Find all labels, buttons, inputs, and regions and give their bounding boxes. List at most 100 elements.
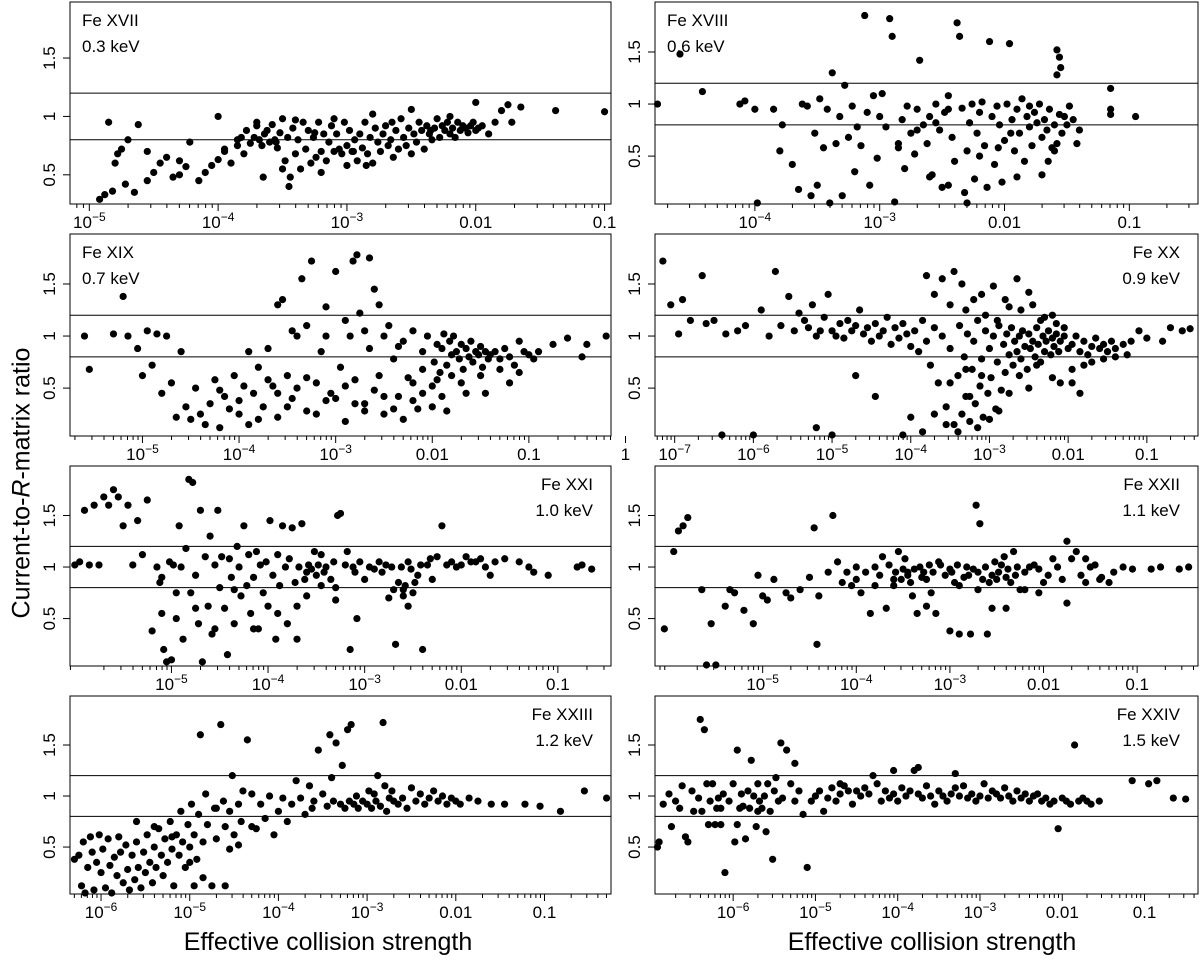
data-point bbox=[840, 334, 848, 342]
data-point bbox=[1058, 575, 1066, 584]
data-point bbox=[476, 555, 485, 563]
data-point bbox=[1029, 301, 1037, 309]
data-point bbox=[248, 790, 256, 798]
data-point bbox=[156, 159, 164, 167]
data-point bbox=[428, 575, 436, 584]
data-point bbox=[478, 122, 486, 130]
ion-label: Fe XXIV bbox=[1117, 705, 1181, 724]
data-point bbox=[476, 372, 485, 380]
data-point bbox=[381, 782, 389, 790]
data-point bbox=[1029, 337, 1037, 345]
data-point bbox=[369, 110, 377, 118]
data-point bbox=[995, 407, 1003, 415]
data-point bbox=[347, 720, 355, 729]
data-point bbox=[394, 342, 403, 351]
data-point bbox=[403, 804, 411, 812]
y-tick-label: 1.5 bbox=[40, 46, 59, 70]
data-point bbox=[93, 858, 101, 866]
data-point bbox=[760, 792, 769, 800]
data-point bbox=[170, 882, 178, 890]
x-tick-label: 0.01 bbox=[988, 213, 1021, 232]
panel-frame bbox=[69, 465, 612, 667]
data-point bbox=[1111, 353, 1119, 361]
panel-fe-xxi: 0.5 1 1.5 10−5 10−4 10−3 0.01 0.1 Fe XXI 1.0 keV bbox=[40, 465, 612, 694]
data-point bbox=[332, 267, 340, 276]
data-point bbox=[401, 581, 409, 590]
data-point bbox=[294, 136, 302, 144]
data-point bbox=[419, 348, 427, 356]
data-point bbox=[907, 129, 915, 137]
data-point bbox=[295, 563, 303, 571]
data-point bbox=[737, 790, 745, 798]
data-point bbox=[193, 855, 201, 863]
data-point bbox=[729, 780, 737, 788]
data-point bbox=[322, 332, 330, 340]
data-point bbox=[217, 720, 225, 729]
data-point bbox=[1099, 340, 1108, 348]
data-point bbox=[782, 589, 790, 597]
data-point bbox=[918, 794, 926, 802]
data-point bbox=[1039, 578, 1048, 587]
data-point bbox=[927, 792, 935, 800]
data-point bbox=[433, 376, 441, 384]
data-point bbox=[974, 568, 982, 576]
data-point bbox=[876, 571, 884, 579]
data-point bbox=[583, 340, 591, 348]
data-point bbox=[1033, 324, 1041, 332]
data-point bbox=[1023, 365, 1031, 373]
data-point bbox=[914, 763, 922, 772]
energy-label: 0.9 keV bbox=[1122, 269, 1180, 288]
ion-label: Fe XVIII bbox=[667, 11, 728, 30]
panel-fe-xxiii: 0.5 1 1.5 10−6 10−5 10−4 10−3 0.01 0.1 Fe XXIII 1.… bbox=[40, 695, 612, 922]
data-point bbox=[977, 355, 986, 363]
data-point bbox=[486, 571, 494, 579]
data-point bbox=[268, 121, 276, 129]
data-point bbox=[851, 168, 859, 176]
data-point bbox=[891, 198, 899, 206]
data-point bbox=[467, 337, 475, 345]
data-point bbox=[90, 501, 98, 509]
data-point bbox=[211, 561, 219, 569]
data-point bbox=[304, 126, 312, 135]
data-point bbox=[994, 144, 1002, 152]
data-point bbox=[977, 290, 986, 298]
data-point bbox=[998, 178, 1006, 186]
data-point bbox=[916, 56, 924, 64]
data-point bbox=[935, 787, 943, 795]
data-point bbox=[443, 407, 451, 415]
data-point bbox=[369, 159, 377, 167]
data-point bbox=[970, 337, 978, 345]
energy-label: 1.5 keV bbox=[1122, 731, 1180, 750]
x-tick-label: 10−5 bbox=[73, 210, 106, 232]
x-tick-label: 0.01 bbox=[445, 675, 478, 694]
data-point bbox=[911, 327, 919, 335]
data-point bbox=[950, 157, 959, 165]
data-point bbox=[259, 403, 267, 411]
data-point bbox=[1068, 555, 1076, 563]
data-point bbox=[412, 138, 421, 146]
data-point bbox=[655, 838, 663, 846]
data-point bbox=[469, 118, 477, 126]
data-point bbox=[678, 295, 687, 304]
data-point bbox=[1030, 108, 1039, 116]
data-point bbox=[399, 415, 407, 423]
data-point bbox=[343, 142, 351, 150]
data-point bbox=[288, 394, 296, 403]
data-point bbox=[106, 861, 114, 870]
data-point bbox=[826, 199, 834, 207]
data-point bbox=[873, 780, 881, 788]
data-point bbox=[959, 782, 968, 790]
data-point bbox=[766, 807, 774, 815]
data-point bbox=[578, 353, 586, 361]
data-point bbox=[338, 761, 346, 770]
data-point bbox=[234, 800, 243, 808]
data-point bbox=[867, 337, 876, 345]
data-point bbox=[223, 651, 232, 659]
data-point bbox=[863, 324, 872, 332]
data-point bbox=[370, 565, 378, 573]
data-point bbox=[1030, 561, 1038, 569]
data-point bbox=[530, 355, 538, 363]
data-point bbox=[448, 124, 457, 132]
data-point bbox=[968, 100, 976, 108]
data-point bbox=[402, 142, 410, 150]
